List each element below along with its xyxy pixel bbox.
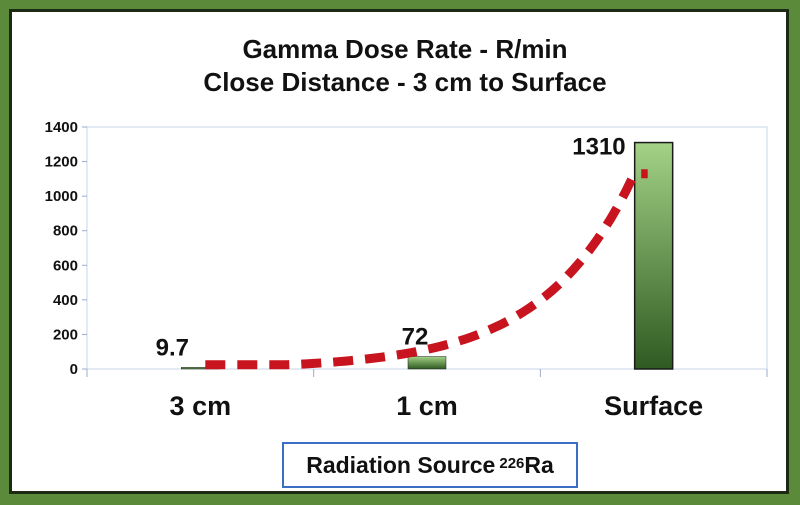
y-tick-label: 1200: [45, 154, 78, 171]
source-element: Ra: [524, 451, 554, 478]
data-label: 9.7: [156, 334, 189, 361]
data-label: 72: [402, 324, 429, 351]
y-tick-label: 800: [53, 223, 78, 240]
source-label: Radiation Source: [306, 451, 496, 478]
x-tick-label: 1 cm: [396, 391, 458, 421]
source-isotope-mass: 226: [499, 454, 525, 472]
chart-title-line1: Gamma Dose Rate - R/min: [242, 34, 567, 64]
chart-title-line2: Close Distance - 3 cm to Surface: [203, 67, 606, 97]
bar: [633, 141, 674, 370]
chart-svg: Gamma Dose Rate - R/min Close Distance -…: [45, 34, 768, 421]
bars-layer: [181, 141, 674, 370]
data-label: 1310: [572, 134, 625, 161]
label-layer: 3 cm 1 cm Surface 9.7 72 1310: [156, 134, 704, 421]
x-tick-label: Surface: [604, 391, 703, 421]
y-tick-label: 0: [70, 361, 78, 378]
x-axis-source-box: Radiation Source 226 Ra: [282, 442, 578, 488]
x-tick-label: 3 cm: [170, 391, 232, 421]
chart-frame: Gamma Dose Rate - R/min Close Distance -…: [9, 9, 789, 494]
y-tick-label: 600: [53, 257, 78, 274]
y-tick-label: 400: [53, 292, 78, 309]
y-tick-label: 200: [53, 326, 78, 343]
y-tick-label: 1400: [45, 119, 78, 136]
trend-layer: [205, 169, 648, 370]
bar: [407, 356, 447, 370]
y-tick-label: 1000: [45, 188, 78, 205]
trendline: [205, 169, 648, 370]
